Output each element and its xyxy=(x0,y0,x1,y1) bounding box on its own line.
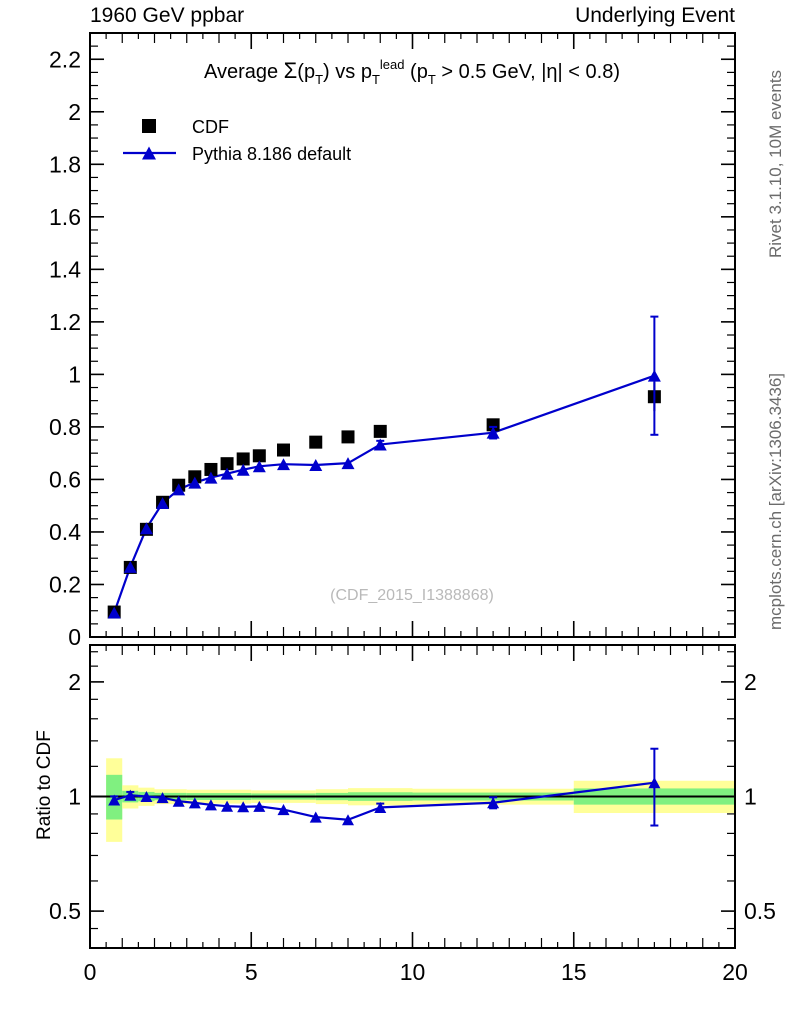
mc-line xyxy=(113,374,655,613)
y-tick-label: 0 xyxy=(68,624,81,650)
ratio-y-tick-label-right: 2 xyxy=(744,669,757,695)
header-right-label: Underlying Event xyxy=(575,4,735,27)
cdf-marker xyxy=(309,435,323,449)
cdf-marker xyxy=(204,462,218,476)
ratio-mc-marker xyxy=(342,814,354,826)
x-tick-label: 10 xyxy=(400,959,426,985)
mc-marker xyxy=(236,463,250,476)
ratio-mc-marker xyxy=(374,801,387,813)
ratio-mc-marker xyxy=(172,795,185,807)
main-y-ticks xyxy=(90,32,735,638)
ratio-y-tick-label-left: 2 xyxy=(68,669,81,695)
x-tick-label: 5 xyxy=(245,959,258,985)
x-tick-label: 15 xyxy=(561,959,587,985)
mc-marker xyxy=(252,460,266,473)
ratio-mc-marker xyxy=(124,789,137,801)
y-tick-label: 1.6 xyxy=(49,204,81,230)
ratio-panel-frame xyxy=(89,644,736,949)
mc-marker xyxy=(647,369,661,382)
ratio-y-ticklabels: 0.5 0.5 1 1 2 2 xyxy=(49,669,776,924)
ratio-mc-marker xyxy=(648,777,661,789)
ratio-y-ticks xyxy=(90,651,735,949)
ratio-uncertainty-bands xyxy=(106,758,735,842)
ratio-mc-marker xyxy=(204,799,217,811)
legend-item-cdf[interactable]: CDF xyxy=(142,117,229,137)
ratio-mc-marker xyxy=(188,797,201,809)
mc-marker xyxy=(220,467,234,480)
svg-text:Average Σ(pT) vs pTlead (pT >: Average Σ(pT) vs pTlead (pT > 0.5 GeV, |… xyxy=(204,57,620,87)
x-tick-label: 20 xyxy=(722,959,748,985)
ratio-y-tick-label-right: 1 xyxy=(744,784,757,810)
ratio-mc-marker xyxy=(221,800,234,812)
legend-label-cdf: CDF xyxy=(192,117,229,137)
main-y-ticklabels: 0 0.2 0.4 0.6 0.8 1 1.2 1.4 1.6 1.8 2 2.2 xyxy=(49,46,81,650)
ratio-mc-marker xyxy=(156,792,169,804)
mc-marker xyxy=(107,606,121,619)
y-tick-label: 1.4 xyxy=(49,256,81,282)
mc-marker xyxy=(341,457,355,470)
y-tick-label: 2.2 xyxy=(49,46,81,72)
mc-marker xyxy=(188,476,202,489)
ratio-mc-line xyxy=(113,781,655,821)
legend: CDF Pythia 8.186 default xyxy=(123,117,351,164)
mc-marker xyxy=(123,560,137,573)
cdf-data-points xyxy=(107,382,661,619)
plot-title: Average Σ(pT) vs pTlead (pT > 0.5 GeV, |… xyxy=(204,57,620,87)
y-tick-label: 1.8 xyxy=(49,151,81,177)
analysis-id-watermark: (CDF_2015_I1388868) xyxy=(330,587,494,604)
ratio-y-tick-label-left: 1 xyxy=(68,784,81,810)
legend-marker-triangle xyxy=(142,146,156,160)
ratio-mc-marker xyxy=(108,794,121,806)
ratio-axis-label: Ratio to CDF xyxy=(34,730,55,840)
ratio-mc-marker xyxy=(253,800,266,812)
mc-marker xyxy=(373,438,387,451)
mc-marker xyxy=(309,459,323,471)
cdf-marker xyxy=(236,452,250,466)
ratio-x-ticklabels: 0 5 10 15 20 xyxy=(84,959,748,985)
legend-item-pythia[interactable]: Pythia 8.186 default xyxy=(123,144,351,164)
ratio-mc-marker xyxy=(277,804,290,816)
y-tick-label: 0.8 xyxy=(49,414,81,440)
x-tick-label: 0 xyxy=(84,959,97,985)
ratio-panel-series xyxy=(108,747,661,827)
header-left-label: 1960 GeV ppbar xyxy=(90,4,245,27)
ratio-y-tick-label-left: 0.5 xyxy=(49,898,81,924)
cdf-marker xyxy=(277,443,290,457)
mc-marker xyxy=(139,522,153,535)
cdf-marker xyxy=(341,430,355,444)
y-tick-label: 1.2 xyxy=(49,309,81,335)
rivet-version-label: Rivet 3.1.10, 10M events xyxy=(766,69,785,258)
y-tick-label: 2 xyxy=(68,99,81,125)
mc-data-points xyxy=(107,315,661,619)
ratio-y-tick-label-right: 0.5 xyxy=(744,898,776,924)
legend-marker-square xyxy=(142,119,156,133)
main-x-ticks xyxy=(89,33,736,637)
y-tick-label: 0.2 xyxy=(49,571,81,597)
cdf-marker xyxy=(486,418,500,432)
ratio-mc-marker xyxy=(140,790,153,803)
cdf-marker xyxy=(373,424,387,438)
mcplots-reference-label: mcplots.cern.ch [arXiv:1306.3436] xyxy=(766,372,785,630)
main-panel-frame xyxy=(89,32,736,638)
ratio-mc-marker xyxy=(487,797,500,809)
cdf-marker xyxy=(252,449,266,463)
y-tick-label: 0.4 xyxy=(49,519,81,545)
legend-label-pythia: Pythia 8.186 default xyxy=(192,144,351,164)
ratio-mc-marker xyxy=(309,811,322,823)
y-tick-label: 1 xyxy=(68,361,81,387)
mc-marker xyxy=(204,471,218,484)
mc-marker xyxy=(172,483,186,496)
mc-marker xyxy=(277,458,290,471)
main-panel-series xyxy=(107,315,661,619)
mc-marker xyxy=(486,426,500,439)
ratio-mc-marker xyxy=(237,801,250,813)
mc-marker xyxy=(156,497,170,510)
cdf-marker xyxy=(220,457,234,471)
y-tick-label: 0.6 xyxy=(49,466,81,492)
